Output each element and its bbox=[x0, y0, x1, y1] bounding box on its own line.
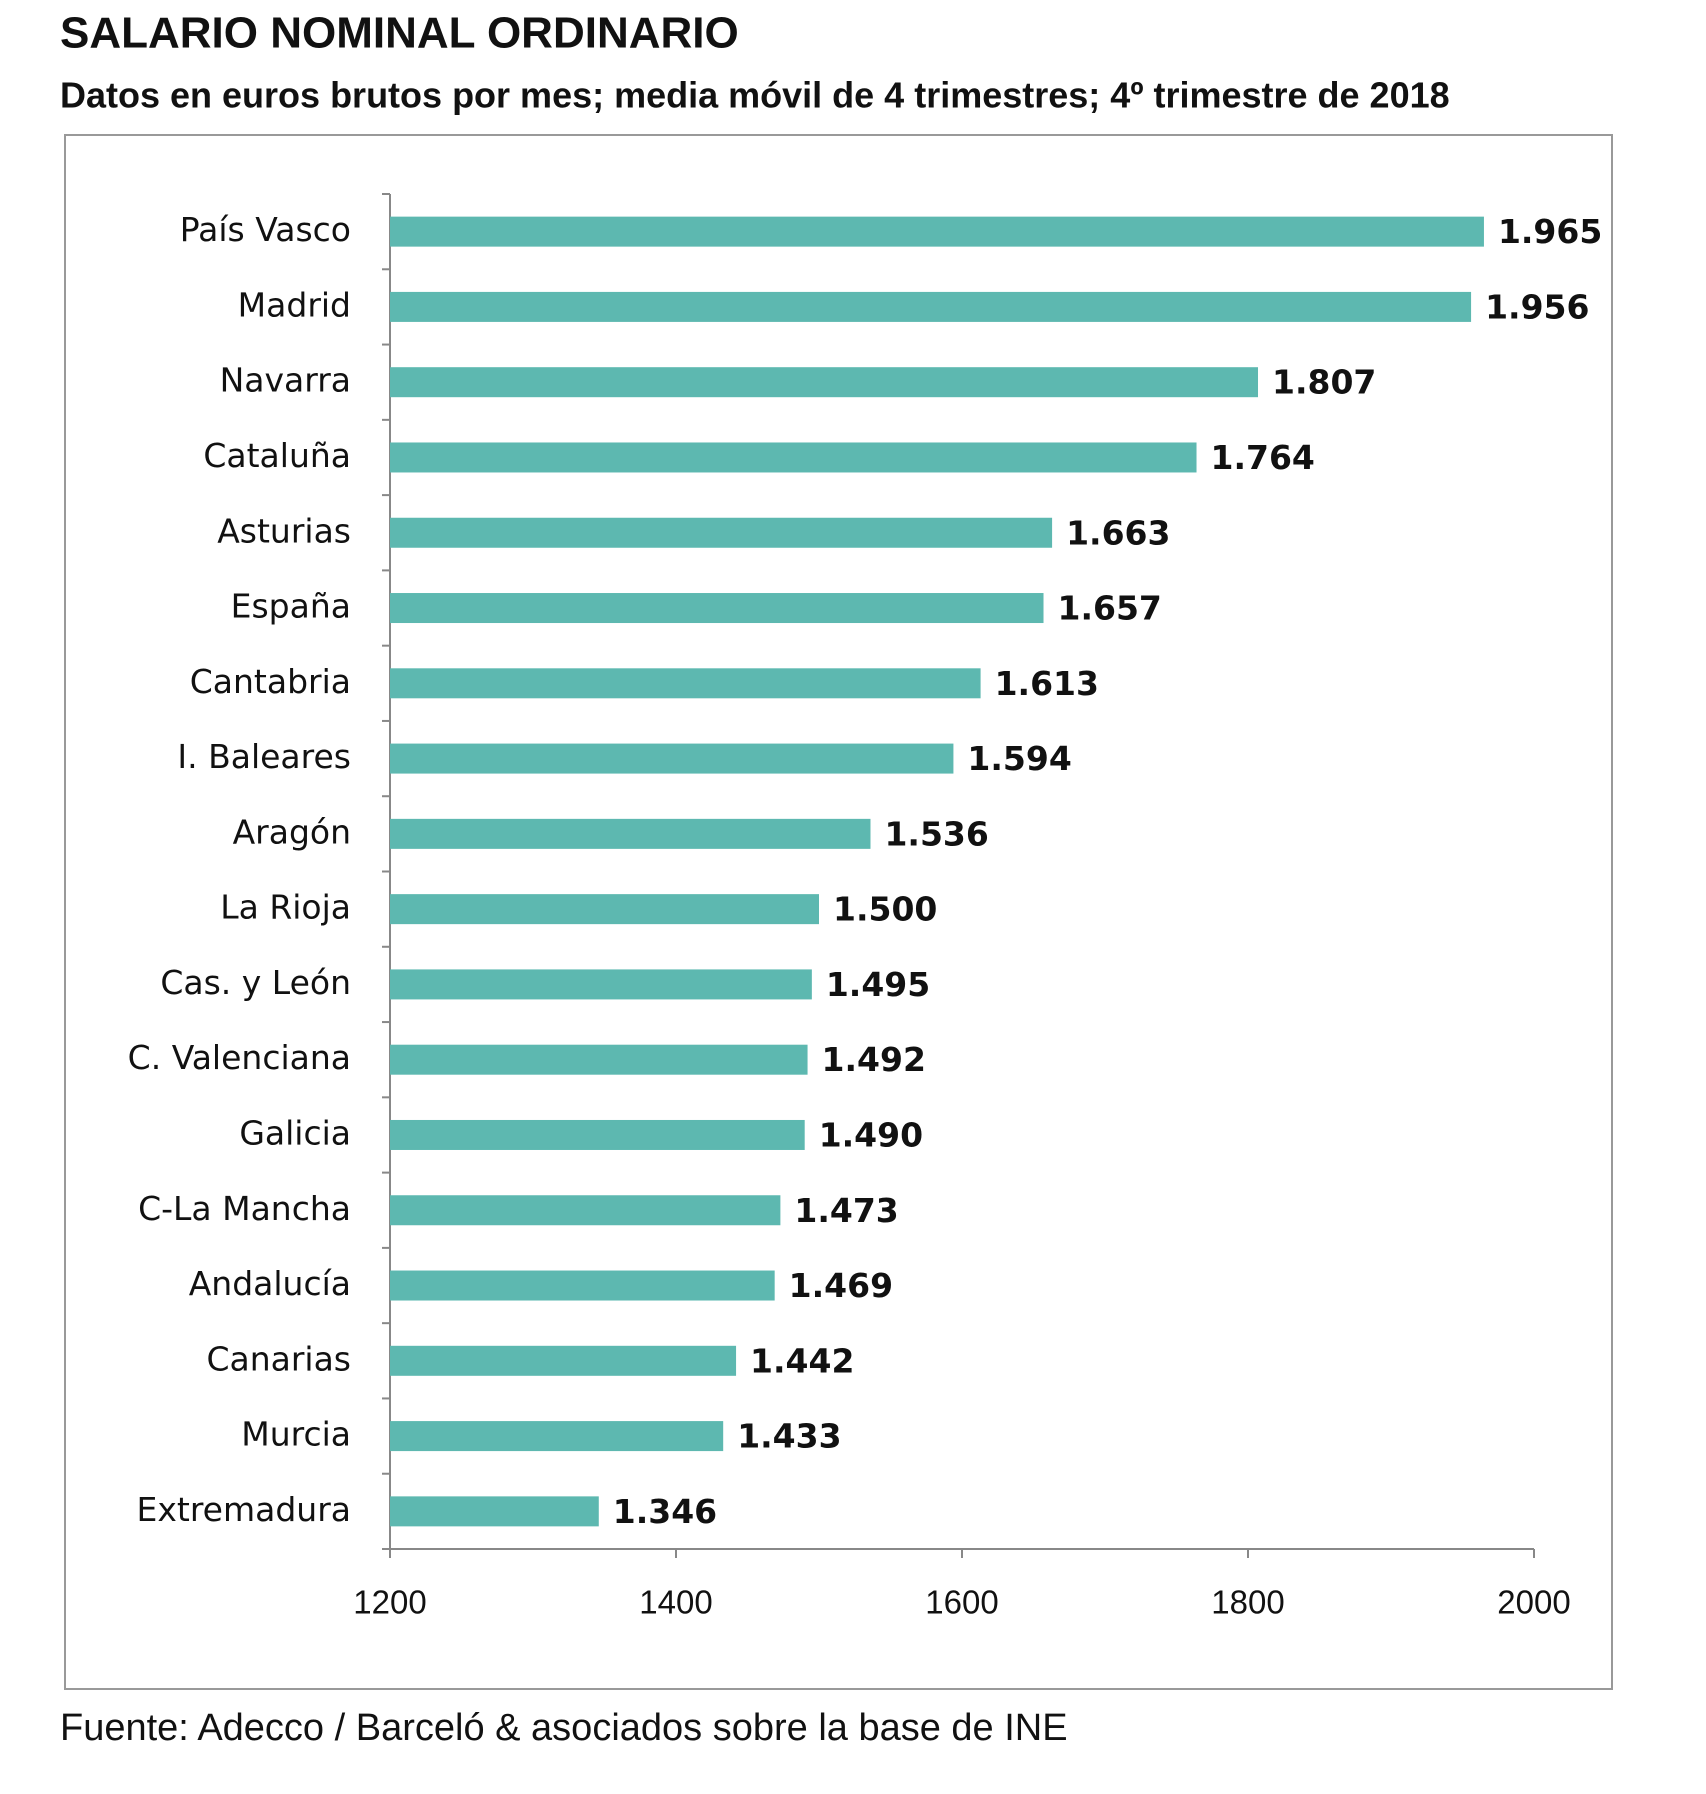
bar bbox=[390, 818, 871, 849]
value-label: 1.473 bbox=[794, 1191, 898, 1230]
value-label: 1.594 bbox=[967, 739, 1071, 778]
bar bbox=[390, 1270, 775, 1301]
value-label: 1.492 bbox=[822, 1040, 926, 1079]
category-label: País Vasco bbox=[180, 210, 351, 249]
bar bbox=[390, 291, 1472, 322]
value-label: 1.433 bbox=[737, 1417, 841, 1456]
category-label: I. Baleares bbox=[177, 737, 351, 776]
x-tick-label: 2000 bbox=[1497, 1584, 1570, 1621]
category-label: España bbox=[231, 587, 351, 626]
value-label: 1.807 bbox=[1272, 363, 1376, 402]
bar bbox=[390, 517, 1053, 548]
value-label: 1.469 bbox=[789, 1266, 893, 1305]
bar bbox=[390, 593, 1044, 624]
frame bbox=[64, 134, 1613, 1690]
bar bbox=[390, 367, 1259, 398]
value-label: 1.965 bbox=[1498, 212, 1602, 251]
bar bbox=[390, 1119, 805, 1150]
value-label: 1.495 bbox=[826, 965, 930, 1004]
bar bbox=[390, 216, 1484, 247]
category-label: Canarias bbox=[206, 1339, 351, 1378]
bar bbox=[390, 1421, 724, 1452]
bar bbox=[390, 442, 1197, 473]
bar bbox=[390, 1496, 599, 1527]
category-label: C-La Mancha bbox=[138, 1189, 351, 1228]
value-label: 1.346 bbox=[613, 1492, 717, 1531]
x-tick-label: 1800 bbox=[1211, 1584, 1284, 1621]
value-label: 1.536 bbox=[884, 814, 988, 853]
bar bbox=[390, 1195, 781, 1226]
x-tick-label: 1400 bbox=[639, 1584, 712, 1621]
bar bbox=[390, 1345, 737, 1376]
category-label: Madrid bbox=[238, 285, 351, 324]
bar bbox=[390, 894, 819, 925]
category-label: Navarra bbox=[220, 361, 351, 400]
bar bbox=[390, 668, 981, 699]
chart-subtitle: Datos en euros brutos por mes; media móv… bbox=[60, 75, 1450, 116]
bar bbox=[390, 969, 812, 1000]
value-label: 1.764 bbox=[1211, 438, 1315, 477]
value-label: 1.500 bbox=[833, 890, 937, 929]
category-label: Aragón bbox=[233, 812, 351, 851]
category-label: La Rioja bbox=[220, 888, 351, 927]
category-label: Asturias bbox=[217, 511, 351, 550]
category-label: Murcia bbox=[241, 1415, 351, 1454]
category-label: Extremadura bbox=[137, 1490, 351, 1529]
source: Fuente: Adecco / Barceló & asociados sob… bbox=[60, 1707, 1068, 1749]
category-label: Cataluña bbox=[203, 436, 351, 475]
category-label: Cantabria bbox=[190, 662, 351, 701]
x-tick-label: 1600 bbox=[925, 1584, 998, 1621]
bar bbox=[390, 1044, 808, 1075]
category-label: Cas. y León bbox=[160, 963, 351, 1002]
bar bbox=[390, 743, 954, 774]
category-label: Andalucía bbox=[189, 1264, 351, 1303]
category-label: C. Valenciana bbox=[128, 1038, 351, 1077]
value-label: 1.490 bbox=[819, 1115, 923, 1154]
value-label: 1.663 bbox=[1066, 513, 1170, 552]
x-tick-label: 1200 bbox=[353, 1584, 426, 1621]
chart-title: SALARIO NOMINAL ORDINARIO bbox=[60, 9, 739, 58]
value-label: 1.442 bbox=[750, 1341, 854, 1380]
value-label: 1.657 bbox=[1058, 589, 1162, 628]
value-label: 1.956 bbox=[1485, 287, 1589, 326]
value-label: 1.613 bbox=[995, 664, 1099, 703]
category-label: Galicia bbox=[239, 1113, 351, 1152]
